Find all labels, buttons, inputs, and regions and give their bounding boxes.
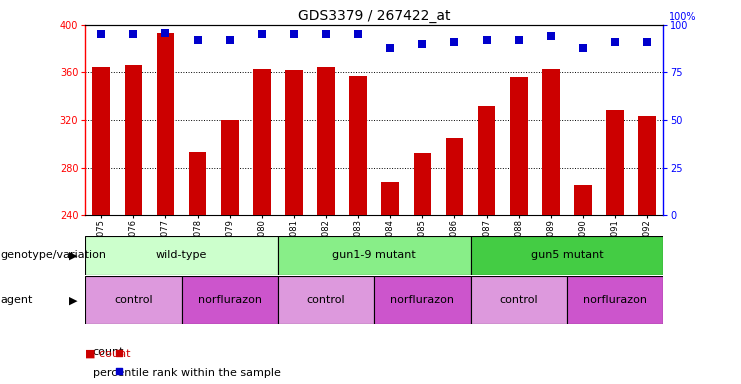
Text: norflurazon: norflurazon bbox=[391, 295, 454, 306]
Bar bbox=[278, 236, 471, 275]
Bar bbox=[221, 120, 239, 215]
Bar bbox=[124, 65, 142, 215]
Point bbox=[192, 37, 204, 43]
Bar bbox=[285, 70, 303, 215]
Point bbox=[352, 31, 364, 38]
Bar bbox=[189, 152, 207, 215]
Text: norflurazon: norflurazon bbox=[583, 295, 647, 306]
Bar bbox=[253, 69, 270, 215]
Text: control: control bbox=[307, 295, 345, 306]
Bar bbox=[278, 276, 374, 324]
Bar bbox=[93, 66, 110, 215]
Point bbox=[641, 39, 653, 45]
Bar bbox=[445, 138, 463, 215]
Bar bbox=[382, 182, 399, 215]
Point bbox=[545, 33, 556, 40]
Text: gun5 mutant: gun5 mutant bbox=[531, 250, 603, 260]
Bar bbox=[567, 276, 663, 324]
Text: genotype/variation: genotype/variation bbox=[1, 250, 107, 260]
Bar bbox=[471, 236, 663, 275]
Bar bbox=[374, 276, 471, 324]
Title: GDS3379 / 267422_at: GDS3379 / 267422_at bbox=[298, 8, 451, 23]
Text: control: control bbox=[499, 295, 538, 306]
Text: count: count bbox=[93, 347, 124, 357]
Bar bbox=[606, 111, 624, 215]
Point bbox=[113, 367, 124, 374]
Text: ▶: ▶ bbox=[70, 250, 78, 260]
Text: ▶: ▶ bbox=[70, 295, 78, 306]
Text: percentile rank within the sample: percentile rank within the sample bbox=[93, 368, 281, 378]
Point bbox=[513, 37, 525, 43]
Point bbox=[481, 37, 493, 43]
Point bbox=[288, 31, 300, 38]
Point bbox=[416, 41, 428, 47]
Text: 100%: 100% bbox=[668, 12, 697, 22]
Text: agent: agent bbox=[1, 295, 33, 306]
Bar bbox=[182, 276, 278, 324]
Bar bbox=[638, 116, 656, 215]
Point bbox=[113, 350, 124, 356]
Bar bbox=[317, 66, 335, 215]
Point bbox=[448, 39, 460, 45]
Bar bbox=[85, 236, 278, 275]
Point bbox=[256, 31, 268, 38]
Bar bbox=[156, 33, 174, 215]
Text: norflurazon: norflurazon bbox=[198, 295, 262, 306]
Point bbox=[577, 45, 589, 51]
Bar bbox=[349, 76, 367, 215]
Text: wild-type: wild-type bbox=[156, 250, 207, 260]
Text: ■ count: ■ count bbox=[85, 348, 130, 358]
Point bbox=[320, 31, 332, 38]
Point bbox=[96, 31, 107, 38]
Text: gun1-9 mutant: gun1-9 mutant bbox=[332, 250, 416, 260]
Bar bbox=[574, 185, 592, 215]
Point bbox=[385, 45, 396, 51]
Bar bbox=[471, 276, 567, 324]
Bar bbox=[510, 77, 528, 215]
Text: control: control bbox=[114, 295, 153, 306]
Point bbox=[127, 31, 139, 38]
Bar bbox=[413, 153, 431, 215]
Point bbox=[159, 30, 171, 36]
Point bbox=[224, 37, 236, 43]
Bar bbox=[542, 69, 559, 215]
Bar bbox=[85, 276, 182, 324]
Bar bbox=[478, 106, 496, 215]
Point bbox=[609, 39, 621, 45]
